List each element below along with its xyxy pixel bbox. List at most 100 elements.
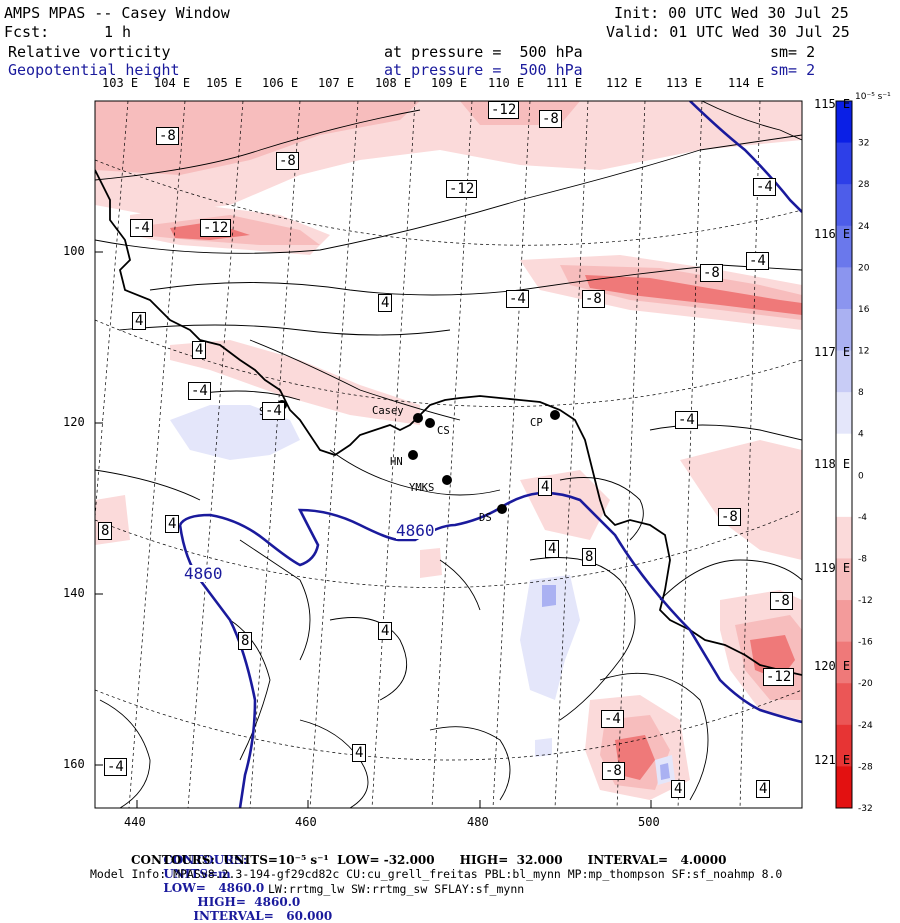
bottom-x-label: 480 xyxy=(467,815,489,829)
field2-smoothing: sm= 2 xyxy=(770,61,816,79)
colorbar-label: -28 xyxy=(858,762,873,772)
vorticity-contour-label: -8 xyxy=(602,762,625,780)
vorticity-contour-label: -4 xyxy=(746,252,769,270)
vorticity-contour-label: -8 xyxy=(770,592,793,610)
vorticity-contour-label: -8 xyxy=(700,264,723,282)
vorticity-contour-label: 4 xyxy=(538,478,553,496)
footer-height-units: UNITS=m xyxy=(163,867,231,881)
footer-physics-info: LW:rrtmg_lw SW:rrtmg_sw SFLAY:sf_mynn xyxy=(268,882,525,896)
right-lon-label: 119 E xyxy=(814,561,851,575)
footer-model-info: Model Info: MPASv8.2.3-194-gf29cd82c CU:… xyxy=(90,867,783,881)
footer-height-interval: INTERVAL= 60.000 xyxy=(193,909,333,923)
vorticity-contour-label: 4 xyxy=(132,312,147,330)
vorticity-contour-label: -4 xyxy=(601,710,624,728)
colorbar-units: 10⁻⁵ s⁻¹ xyxy=(855,92,891,102)
vorticity-contour-label: 4 xyxy=(352,744,367,762)
right-lon-label: 121 E xyxy=(814,753,851,767)
colorbar-label: 12 xyxy=(858,347,869,357)
colorbar-label: 24 xyxy=(858,222,870,232)
vorticity-contour-label: -4 xyxy=(188,382,211,400)
station-label-hn: HN xyxy=(390,456,403,468)
colorbar-swatch xyxy=(836,184,852,227)
field1-smoothing: sm= 2 xyxy=(770,43,816,61)
vorticity-contour-label: -4 xyxy=(506,290,529,308)
colorbar-swatch xyxy=(836,433,852,476)
footer-vorticity-contours: CONTOURS: UNITS=10⁻⁵ s⁻¹ LOW= -32.000 HI… xyxy=(131,853,727,867)
vorticity-contour-label: -4 xyxy=(675,411,698,429)
top-lon-label: 106 E xyxy=(262,76,299,90)
top-lon-label: 113 E xyxy=(666,76,703,90)
station-label-ymks: YMKS xyxy=(409,482,435,494)
coastline xyxy=(95,169,802,676)
colorbar-swatch xyxy=(836,101,852,144)
colorbar: 32 28 24 20 16 12 8 4 0 -4 -8 -12 -16 -20 -24 -28 -32 10⁻… xyxy=(835,92,891,814)
vorticity-contour-label: 4 xyxy=(378,294,393,312)
vorticity-contour-label: 4 xyxy=(545,540,560,558)
station-casey-marker xyxy=(413,413,423,423)
colorbar-swatch xyxy=(836,724,852,767)
vorticity-contour-label: 4 xyxy=(671,780,686,798)
colorbar-swatch xyxy=(836,475,852,518)
vorticity-contour-label: -4 xyxy=(130,219,153,237)
top-lon-label: 103 E xyxy=(102,76,139,90)
right-lon-label: 116 E xyxy=(814,227,851,241)
vorticity-contour-label: -12 xyxy=(763,668,795,686)
top-lon-label: 112 E xyxy=(606,76,643,90)
station-cp-marker xyxy=(550,410,560,420)
vorticity-contour-label: 8 xyxy=(582,548,597,566)
forecast-label: Fcst: xyxy=(4,23,50,41)
height-contour-4860-west xyxy=(178,491,802,724)
station-cs-marker xyxy=(425,418,435,428)
vorticity-contour-label: 8 xyxy=(238,632,253,650)
colorbar-label: -12 xyxy=(858,596,873,606)
footer-height-high: HIGH= 4860.0 xyxy=(197,895,301,909)
colorbar-label: -20 xyxy=(858,679,873,689)
colorbar-label: 16 xyxy=(858,305,870,315)
height-contour-4860-northeast xyxy=(689,101,802,213)
vorticity-contour-label: -8 xyxy=(539,110,562,128)
field1-name: Relative vorticity xyxy=(8,43,171,61)
right-lon-label: 115 E xyxy=(814,97,851,111)
vorticity-contour-label: 4 xyxy=(378,622,393,640)
top-lon-label: 108 E xyxy=(375,76,412,90)
left-y-label: 100 xyxy=(63,244,85,258)
top-lon-label: 107 E xyxy=(318,76,355,90)
station-label-ds: DS xyxy=(479,512,492,524)
colorbar-swatch xyxy=(836,516,852,559)
init-time: Init: 00 UTC Wed 30 Jul 25 xyxy=(614,4,849,22)
vorticity-contour-label: 8 xyxy=(98,522,113,540)
stronger-positive-vorticity-shading xyxy=(542,585,670,780)
plot-frame xyxy=(94,100,803,809)
colorbar-swatch xyxy=(836,600,852,643)
valid-time: Valid: 01 UTC Wed 30 Jul 25 xyxy=(606,23,850,41)
colorbar-label: -24 xyxy=(858,721,873,731)
station-ds-marker xyxy=(497,504,507,514)
footer-height-low: LOW= 4860.0 xyxy=(163,881,265,895)
top-lon-label: 105 E xyxy=(206,76,243,90)
colorbar-swatch xyxy=(836,308,852,352)
vorticity-contour-label: -8 xyxy=(276,152,299,170)
footer-height-contours-label: CONTOURS: xyxy=(163,853,248,867)
map-figure: 32 28 24 20 16 12 8 4 0 -4 -8 -12 -16 -20 -24 -28 -32 10⁻… xyxy=(94,92,891,814)
field2-level: at pressure = 500 hPa xyxy=(384,61,583,79)
top-lon-label: 114 E xyxy=(728,76,765,90)
bottom-x-label: 500 xyxy=(638,815,660,829)
vorticity-contour-label: -12 xyxy=(446,180,478,198)
colorbar-swatch xyxy=(836,142,852,185)
station-label-cs: CS xyxy=(437,425,450,437)
colorbar-label: 20 xyxy=(858,263,870,273)
left-y-label: 160 xyxy=(63,757,85,771)
vorticity-contour-label: 4 xyxy=(756,780,771,798)
colorbar-swatch xyxy=(836,766,852,809)
station-label-casey: Casey xyxy=(372,405,404,417)
colorbar-swatch xyxy=(836,225,852,268)
footer-height-contours: CONTOURS: UNITS=m LOW= 4860.0 HIGH= 4860… xyxy=(155,839,332,923)
bottom-x-label: 440 xyxy=(124,815,146,829)
vorticity-contour-label: -8 xyxy=(582,290,605,308)
vorticity-contour-label: 4 xyxy=(165,515,180,533)
colorbar-label: 8 xyxy=(858,388,864,398)
vorticity-contour-label: -4 xyxy=(262,402,285,420)
colorbar-swatch xyxy=(836,392,852,435)
vorticity-contour-label: -12 xyxy=(488,101,520,119)
colorbar-swatch xyxy=(836,350,852,393)
